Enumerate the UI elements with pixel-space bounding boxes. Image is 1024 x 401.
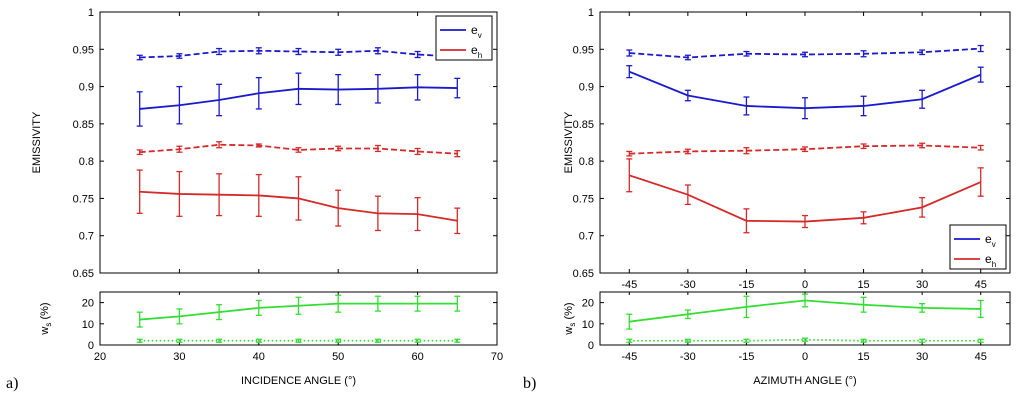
y-tick-label: 0.95 xyxy=(573,44,594,56)
eh-solid-series-line xyxy=(629,174,982,223)
legend-sub: v xyxy=(992,240,996,249)
y-tick-label: 1 xyxy=(588,7,594,19)
legend-main: e xyxy=(471,43,478,57)
x-tick-label: -30 xyxy=(680,351,696,363)
eh-dashed-series-line xyxy=(139,143,458,155)
x-axis-label: AZIMUTH ANGLE (°) xyxy=(753,375,856,387)
y-tick-label: 0.75 xyxy=(573,193,594,205)
x-tick-label: 45 xyxy=(975,351,987,363)
x-tick-label: -15 xyxy=(738,351,754,363)
legend-box xyxy=(435,15,493,61)
x-tick-label: 70 xyxy=(491,351,503,363)
x-tick-label: 0 xyxy=(802,351,808,363)
y-tick-label: 0.7 xyxy=(79,231,94,243)
legend-label-ev: ev xyxy=(985,232,996,249)
legend-box xyxy=(949,224,1007,270)
x-tick-label-upper: -30 xyxy=(680,279,696,291)
emissivity-axes-frame xyxy=(99,11,498,274)
ws-y-axis-label: ws (%) xyxy=(39,302,53,335)
ws-label-w: w xyxy=(563,327,575,336)
legend-sub: h xyxy=(992,260,996,269)
legend-label-eh: eh xyxy=(471,43,482,60)
ws-y-tick-label: 0 xyxy=(588,340,594,352)
x-tick-label-upper: -45 xyxy=(621,279,637,291)
ws-axes-frame xyxy=(99,291,498,346)
x-tick-label: 30 xyxy=(916,351,928,363)
y-tick-label: 0.9 xyxy=(579,82,594,94)
y-tick-label: 0.9 xyxy=(79,82,94,94)
x-axis-label: INCIDENCE ANGLE (°) xyxy=(241,375,356,387)
ws-label-w: w xyxy=(39,327,51,336)
legend-main: e xyxy=(471,23,478,37)
y-tick-label: 0.65 xyxy=(73,268,94,280)
y-tick-label: 0.85 xyxy=(73,119,94,131)
y-tick-label: 0.7 xyxy=(579,231,594,243)
ws-y-axis-label: ws (%) xyxy=(563,302,577,335)
legend-sub: v xyxy=(478,31,482,40)
ev-dashed-series-line xyxy=(139,49,458,59)
y-axis-label: EMISSIVITY xyxy=(563,111,575,173)
panel-label-a: a) xyxy=(6,375,18,392)
legend-main: e xyxy=(985,252,992,266)
ws-y-tick-label: 0 xyxy=(88,340,94,352)
y-tick-label: 0.85 xyxy=(573,119,594,131)
y-tick-label: 0.8 xyxy=(579,156,594,168)
y-tick-label: 0.8 xyxy=(79,156,94,168)
legend-sub: h xyxy=(478,51,482,60)
panel-label-b: b) xyxy=(523,375,536,392)
x-tick-label: 60 xyxy=(411,351,423,363)
y-tick-label: 1 xyxy=(88,7,94,19)
x-tick-label-upper: -15 xyxy=(738,279,754,291)
ws-label-sub: s xyxy=(44,323,53,327)
y-axis-label: EMISSIVITY xyxy=(31,111,43,173)
x-tick-label: 20 xyxy=(94,351,106,363)
ws-label-suffix: (%) xyxy=(39,302,51,322)
legend-main: e xyxy=(985,232,992,246)
ws-y-tick-label: 10 xyxy=(582,319,594,331)
ws-label-suffix: (%) xyxy=(563,302,575,322)
x-tick-label-upper: 0 xyxy=(802,279,808,291)
legend-label-eh: eh xyxy=(985,252,996,269)
x-tick-label: 15 xyxy=(857,351,869,363)
y-tick-label: 0.95 xyxy=(73,44,94,56)
x-tick-label-upper: 30 xyxy=(916,279,928,291)
x-tick-label-upper: 15 xyxy=(857,279,869,291)
x-tick-label: 30 xyxy=(173,351,185,363)
ws-y-tick-label: 10 xyxy=(82,319,94,331)
ws-y-tick-label: 20 xyxy=(582,298,594,310)
y-tick-label: 0.75 xyxy=(73,193,94,205)
legend-label-ev: ev xyxy=(471,23,482,40)
panel-b: 0.65 0.7 0.75 0.8 0.85 0.9 0.95 1 -45 -45 -30 -30 -1… xyxy=(563,7,1011,387)
y-tick-label: 0.65 xyxy=(573,268,594,280)
panel-a: 0.65 0.7 0.75 0.8 0.85 0.9 0.95 1 20 30 40 50 60 70 0 1… xyxy=(31,7,503,387)
x-tick-label: -45 xyxy=(621,351,637,363)
ws-label-sub: s xyxy=(568,323,577,327)
x-tick-label-upper: 45 xyxy=(975,279,987,291)
x-tick-label: 40 xyxy=(253,351,265,363)
x-tick-label: 50 xyxy=(332,351,344,363)
ws-y-tick-label: 20 xyxy=(82,298,94,310)
